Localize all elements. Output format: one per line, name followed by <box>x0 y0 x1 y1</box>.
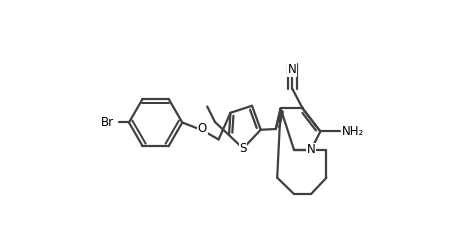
Text: NH₂: NH₂ <box>342 125 364 138</box>
Text: S: S <box>240 142 247 155</box>
Text: Br: Br <box>101 116 114 129</box>
Text: N: N <box>288 63 297 76</box>
Text: O: O <box>198 122 207 135</box>
Text: N: N <box>307 143 315 156</box>
